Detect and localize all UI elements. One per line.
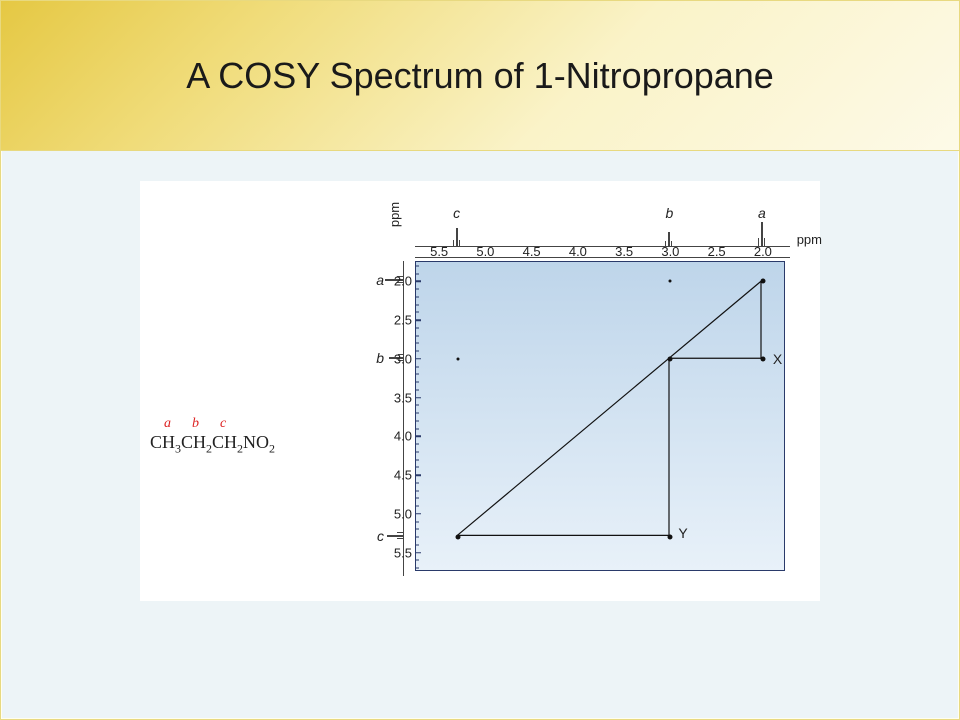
top-peak-label: b (665, 205, 673, 221)
spectrum-peak-dot (668, 356, 673, 361)
chemical-formula: a b c CH3CH2CH2NO2 (150, 416, 275, 457)
spectrum-peak-dot (455, 535, 460, 540)
left-projection: a b c (375, 261, 415, 571)
y-tick-label: 3.0 (388, 351, 412, 366)
y-tick-label: 2.0 (388, 274, 412, 289)
y-tick-label: 4.5 (388, 468, 412, 483)
y-tick-label: 3.5 (388, 390, 412, 405)
x-tick-label: 3.0 (661, 244, 679, 259)
figure-container: a b c CH3CH2CH2NO2 cba abc ppm ppm 2.02.… (140, 181, 820, 601)
left-peak-label: b (376, 350, 384, 366)
plot-area: ppm ppm 2.02.53.03.54.04.55.05.55.55.04.… (415, 261, 785, 571)
formula-labels: a b c (150, 416, 275, 432)
x-tick-label: 5.0 (476, 244, 494, 259)
axis-unit-y: ppm (387, 202, 402, 227)
top-projection: cba (415, 201, 785, 261)
left-peak-label: a (376, 272, 384, 288)
x-tick-label: 3.5 (615, 244, 633, 259)
x-tick-label: 4.0 (569, 244, 587, 259)
top-peak-label: a (758, 205, 766, 221)
spectrum-peak-dot (760, 356, 765, 361)
y-tick-label: 5.0 (388, 506, 412, 521)
left-peak-label: c (377, 528, 384, 544)
y-tick-label: 2.5 (388, 313, 412, 328)
slide-content: a b c CH3CH2CH2NO2 cba abc ppm ppm 2.02.… (2, 151, 958, 718)
axis-unit-x: ppm (797, 232, 822, 247)
cross-peak-label: X (773, 351, 782, 367)
x-tick-label: 2.5 (708, 244, 726, 259)
spectrum-peak-dot (760, 279, 765, 284)
cross-peak-label: Y (678, 525, 687, 541)
spectrum-peak-dot (669, 280, 672, 283)
y-tick-label: 4.0 (388, 429, 412, 444)
spectrum-peak-dot (456, 357, 459, 360)
slide-title: A COSY Spectrum of 1-Nitropropane (186, 55, 774, 97)
x-tick-label: 4.5 (523, 244, 541, 259)
x-tick-label: 5.5 (430, 244, 448, 259)
cosy-plot: c b a a b c ppm ppm 2.02.53.03.54.04.55.05.5… (375, 191, 805, 591)
top-peak-label: c (453, 205, 460, 221)
x-tick-label: 2.0 (754, 244, 772, 259)
correlation-lines (416, 262, 784, 570)
slide-header: A COSY Spectrum of 1-Nitropropane (1, 1, 959, 151)
spectrum-peak-dot (668, 535, 673, 540)
y-tick-label: 5.5 (388, 545, 412, 560)
